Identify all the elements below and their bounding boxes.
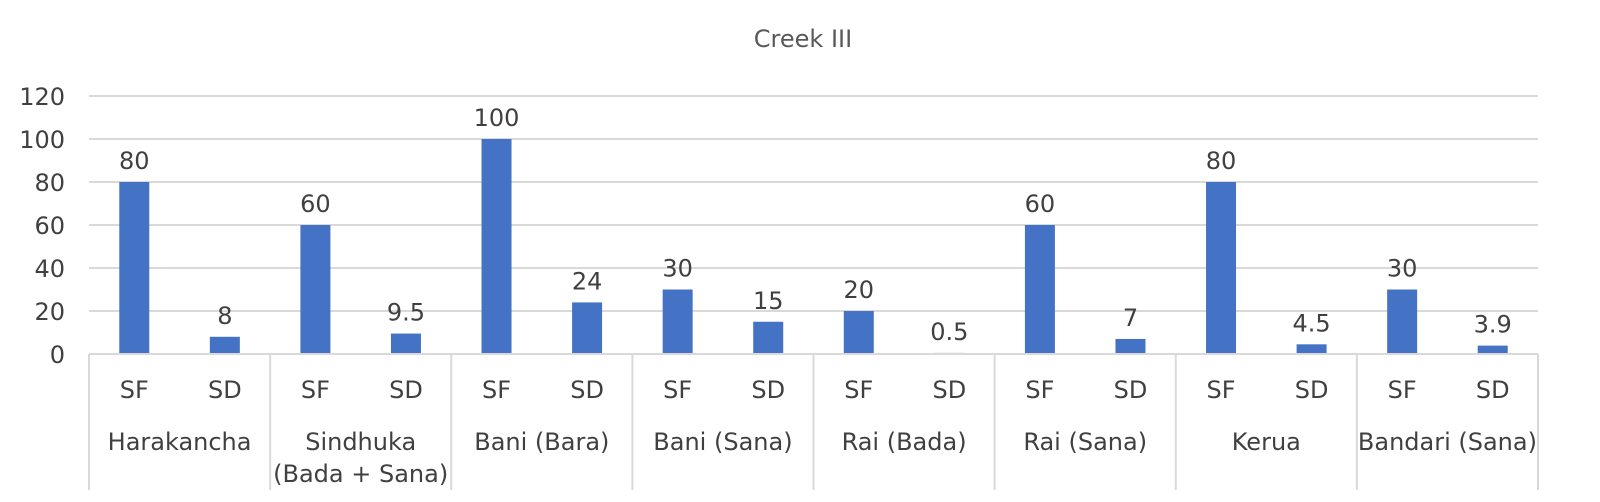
bar bbox=[843, 311, 874, 354]
y-tick-label: 40 bbox=[34, 255, 65, 283]
category-label: SF bbox=[663, 376, 692, 404]
data-label: 4.5 bbox=[1293, 309, 1331, 337]
category-label: SF bbox=[1388, 376, 1417, 404]
category-label: SD bbox=[208, 376, 242, 404]
y-tick-label: 0 bbox=[50, 341, 65, 369]
group-label: Bandari (Sana) bbox=[1358, 428, 1537, 456]
bar bbox=[1296, 344, 1327, 354]
category-label: SF bbox=[301, 376, 330, 404]
data-label: 80 bbox=[119, 147, 150, 175]
y-tick-label: 60 bbox=[34, 212, 65, 240]
data-label: 20 bbox=[844, 276, 875, 304]
data-label: 24 bbox=[572, 267, 603, 295]
data-label: 8 bbox=[217, 302, 232, 330]
bar bbox=[209, 336, 240, 354]
data-label: 100 bbox=[474, 104, 520, 132]
data-label: 60 bbox=[300, 190, 331, 218]
data-label: 7 bbox=[1123, 304, 1138, 332]
category-label: SF bbox=[1207, 376, 1236, 404]
group-label: Bani (Sana) bbox=[653, 428, 792, 456]
data-label: 30 bbox=[662, 255, 693, 283]
category-label: SF bbox=[482, 376, 511, 404]
bar bbox=[1206, 182, 1237, 354]
group-label: Rai (Sana) bbox=[1023, 428, 1147, 456]
y-tick-label: 80 bbox=[34, 169, 65, 197]
bar bbox=[390, 333, 421, 354]
bar bbox=[753, 321, 784, 354]
data-label: 0.5 bbox=[930, 318, 968, 346]
category-label: SD bbox=[389, 376, 423, 404]
group-label: Kerua bbox=[1232, 428, 1301, 456]
bar bbox=[300, 225, 331, 354]
bar bbox=[572, 302, 603, 354]
chart-title: Creek III bbox=[754, 25, 852, 53]
category-label: SF bbox=[1025, 376, 1054, 404]
bar bbox=[1115, 338, 1146, 354]
bar bbox=[1387, 289, 1418, 354]
y-tick-label: 120 bbox=[19, 83, 65, 111]
bar bbox=[481, 139, 512, 354]
y-axis-ticks: 0 20 40 60 80 100 120 bbox=[19, 83, 65, 369]
y-tick-label: 100 bbox=[19, 126, 65, 154]
bars bbox=[119, 139, 1508, 354]
group-label: Bani (Bara) bbox=[474, 428, 609, 456]
category-label: SD bbox=[1476, 376, 1510, 404]
data-label: 80 bbox=[1206, 147, 1237, 175]
gridlines bbox=[89, 95, 1538, 312]
group-label: Rai (Bada) bbox=[842, 428, 967, 456]
data-label: 9.5 bbox=[387, 299, 425, 327]
group-label: Sindhuka bbox=[305, 428, 416, 456]
category-label: SF bbox=[844, 376, 873, 404]
x-axis: SF SD Harakancha SF SD Sindhuka (Bada + Sana) S… bbox=[88, 353, 1539, 490]
bar bbox=[1024, 225, 1055, 354]
category-label: SF bbox=[120, 376, 149, 404]
y-tick-label: 20 bbox=[34, 298, 65, 326]
data-label: 30 bbox=[1387, 255, 1418, 283]
category-label: SD bbox=[1114, 376, 1148, 404]
data-label: 15 bbox=[753, 287, 784, 315]
bar bbox=[119, 182, 150, 354]
bar bbox=[1477, 345, 1508, 354]
data-labels: 80 8 60 9.5 100 24 30 15 20 0.5 60 7 80 4.5 30 3.9 bbox=[119, 104, 1512, 346]
category-label: SD bbox=[1295, 376, 1329, 404]
category-label: SD bbox=[570, 376, 604, 404]
category-label: SD bbox=[751, 376, 785, 404]
category-label: SD bbox=[932, 376, 966, 404]
data-label: 3.9 bbox=[1474, 311, 1512, 339]
bar bbox=[662, 289, 693, 354]
group-label: (Bada + Sana) bbox=[273, 460, 448, 488]
group-label: Harakancha bbox=[108, 428, 252, 456]
data-label: 60 bbox=[1025, 190, 1056, 218]
